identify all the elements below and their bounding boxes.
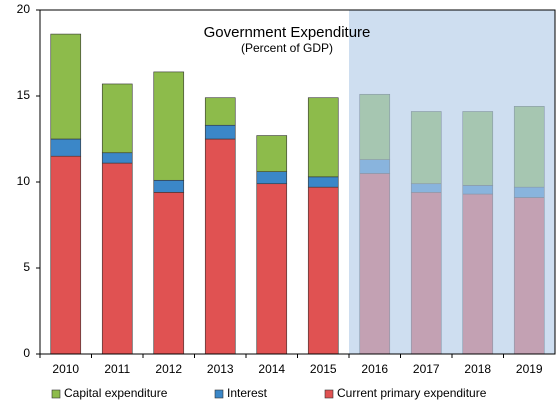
chart-subtitle: (Percent of GDP) <box>241 41 333 55</box>
bar-segment <box>153 192 185 355</box>
x-tick-label: 2017 <box>413 362 440 376</box>
bar-segment <box>204 124 236 140</box>
bar-segment <box>307 176 339 188</box>
bar-segment <box>101 152 133 164</box>
bar-segment <box>256 135 288 172</box>
bar-segment <box>307 97 339 178</box>
bar-segment <box>50 33 82 140</box>
x-tick-label: 2016 <box>361 362 388 376</box>
legend-swatch <box>51 389 61 399</box>
y-tick-label: 10 <box>17 174 31 188</box>
y-tick-label: 15 <box>17 88 31 102</box>
bar-segment <box>307 186 339 355</box>
legend-label: Capital expenditure <box>64 386 168 400</box>
y-tick-label: 5 <box>23 260 30 274</box>
bar-segment <box>256 183 288 355</box>
legend-label: Interest <box>227 386 268 400</box>
x-tick-label: 2012 <box>155 362 182 376</box>
bar-segment <box>153 71 185 181</box>
legend-label: Current primary expenditure <box>337 386 487 400</box>
x-tick-label: 2014 <box>258 362 285 376</box>
bar-segment <box>101 83 133 154</box>
y-tick-label: 20 <box>17 2 31 16</box>
plot-frame <box>39 9 556 355</box>
bar-segment <box>50 138 82 157</box>
x-tick-label: 2010 <box>52 362 79 376</box>
legend-swatch <box>324 389 334 399</box>
bar-segment <box>204 97 236 126</box>
y-tick-label: 0 <box>23 346 30 360</box>
x-tick-label: 2015 <box>310 362 337 376</box>
bar-segment <box>256 171 288 185</box>
bar-segment <box>50 155 82 355</box>
bar-segment <box>204 138 236 355</box>
x-tick-label: 2019 <box>516 362 543 376</box>
projection-shade <box>349 10 555 354</box>
chart-title: Government Expenditure <box>204 24 371 41</box>
x-tick-label: 2011 <box>104 362 130 376</box>
x-tick-label: 2018 <box>464 362 491 376</box>
bar-segment <box>101 162 133 355</box>
legend-swatch <box>214 389 224 399</box>
bar-segment <box>153 179 185 193</box>
x-tick-label: 2013 <box>207 362 234 376</box>
